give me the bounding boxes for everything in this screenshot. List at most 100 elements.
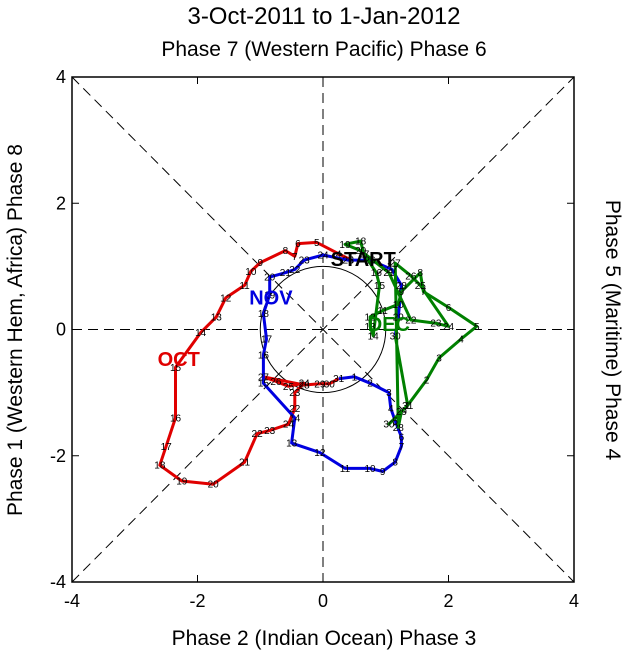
day-label: 16 bbox=[258, 350, 270, 361]
day-label: 24 bbox=[299, 379, 311, 390]
day-label: 14 bbox=[195, 328, 207, 339]
day-label: 8 bbox=[417, 268, 423, 279]
diagonal-guide bbox=[71, 76, 575, 583]
day-label: 26 bbox=[365, 256, 377, 267]
day-label: 17 bbox=[261, 334, 273, 345]
x-tick-label: 4 bbox=[569, 591, 579, 611]
day-label: 3 bbox=[386, 388, 392, 399]
day-label: 16 bbox=[371, 268, 383, 279]
day-label: 6 bbox=[295, 239, 301, 250]
day-label: 29 bbox=[396, 407, 408, 418]
y-tick-label: 4 bbox=[56, 67, 66, 87]
day-label: 9 bbox=[380, 467, 386, 478]
day-label: 2 bbox=[367, 379, 373, 390]
day-label: 18 bbox=[355, 237, 367, 248]
day-label: 5 bbox=[392, 417, 398, 428]
day-label: 15 bbox=[170, 363, 182, 374]
chart-title: 3-Oct-2011 to 1-Jan-2012 bbox=[187, 3, 460, 30]
left-phase-label: Phase 1 (Western Hem, Africa) Phase 8 bbox=[4, 144, 27, 516]
series-line-dec bbox=[343, 239, 479, 429]
series-line-oct bbox=[158, 240, 352, 486]
day-label: 19 bbox=[176, 477, 188, 488]
day-label: 22 bbox=[289, 265, 301, 276]
day-label: 11 bbox=[239, 281, 250, 292]
day-label: 5 bbox=[474, 322, 480, 333]
day-label: 15 bbox=[258, 379, 270, 390]
day-label: 8 bbox=[283, 246, 289, 257]
x-tick-label: 0 bbox=[318, 591, 328, 611]
day-label: 28 bbox=[299, 381, 311, 392]
day-label: 10 bbox=[365, 464, 377, 475]
day-label: 27 bbox=[258, 372, 270, 383]
day-label: 29 bbox=[314, 379, 326, 390]
day-label: 18 bbox=[258, 309, 270, 320]
day-label: 11 bbox=[377, 306, 388, 317]
month-label-oct: OCT bbox=[158, 349, 200, 371]
phase-guide-lines bbox=[71, 76, 575, 583]
day-label: 30 bbox=[383, 420, 395, 431]
day-label: 1 bbox=[405, 401, 411, 412]
day-label: 3 bbox=[348, 256, 354, 267]
day-label: 13 bbox=[365, 322, 377, 333]
start-label: START bbox=[331, 249, 396, 271]
day-label: 25 bbox=[283, 382, 295, 393]
day-label: 13 bbox=[211, 312, 223, 323]
day-label: 20 bbox=[355, 246, 367, 257]
day-label: 3 bbox=[436, 353, 442, 364]
day-label: 7 bbox=[292, 252, 298, 263]
series-layer bbox=[158, 239, 479, 486]
day-label: 7 bbox=[399, 442, 405, 453]
day-label: 10 bbox=[393, 300, 405, 311]
day-label: 23 bbox=[289, 388, 301, 399]
day-label: 25 bbox=[415, 281, 427, 292]
day-label: 5 bbox=[314, 238, 320, 249]
day-label: 4 bbox=[388, 404, 394, 415]
day-label: 7 bbox=[421, 287, 427, 298]
day-label: 21 bbox=[239, 458, 251, 469]
day-label: 14 bbox=[368, 331, 380, 342]
day-label: 23 bbox=[430, 319, 442, 330]
day-label: 4 bbox=[458, 334, 464, 345]
day-label: 22 bbox=[289, 404, 301, 415]
day-label: 9 bbox=[257, 258, 263, 269]
day-label: 2 bbox=[424, 376, 430, 387]
day-label: 13 bbox=[286, 439, 298, 450]
bottom-phase-label: Phase 2 (Indian Ocean) Phase 3 bbox=[172, 627, 477, 650]
day-label: 11 bbox=[340, 464, 351, 475]
day-label: 17 bbox=[161, 442, 173, 453]
y-tick-label: -4 bbox=[50, 572, 66, 592]
series-line-nov bbox=[261, 253, 403, 473]
day-label: 14 bbox=[289, 413, 301, 424]
y-tick-label: -2 bbox=[50, 446, 66, 466]
day-label: 19 bbox=[264, 290, 276, 301]
y-tick-label: 0 bbox=[56, 320, 66, 340]
day-label: 26 bbox=[405, 271, 417, 282]
day-label: 22 bbox=[252, 429, 264, 440]
day-label: 17 bbox=[358, 249, 370, 260]
month-label-dec: DEC bbox=[368, 314, 410, 336]
day-label: 16 bbox=[170, 413, 182, 424]
day-label: 23 bbox=[264, 426, 276, 437]
x-tick-label: -4 bbox=[64, 591, 80, 611]
day-label: 31 bbox=[333, 374, 345, 385]
day-label: 8 bbox=[392, 458, 398, 469]
day-label: 20 bbox=[208, 480, 220, 491]
day-label: 6 bbox=[399, 432, 405, 443]
day-label: 19 bbox=[339, 240, 351, 251]
day-label: 31 bbox=[402, 401, 414, 412]
day-label: 23 bbox=[299, 256, 311, 267]
day-label: 4 bbox=[336, 249, 342, 260]
x-tick-label: -2 bbox=[189, 591, 205, 611]
day-label: 26 bbox=[270, 377, 282, 388]
day-label: 21 bbox=[280, 268, 292, 279]
x-tick-label: 2 bbox=[443, 591, 453, 611]
y-tick-label: 2 bbox=[56, 193, 66, 213]
right-phase-label: Phase 5 (Maritime) Phase 4 bbox=[601, 200, 624, 461]
day-label: 18 bbox=[154, 461, 166, 472]
day-label: 24 bbox=[317, 251, 329, 262]
day-label: 21 bbox=[383, 268, 395, 279]
day-label: 6 bbox=[446, 303, 452, 314]
